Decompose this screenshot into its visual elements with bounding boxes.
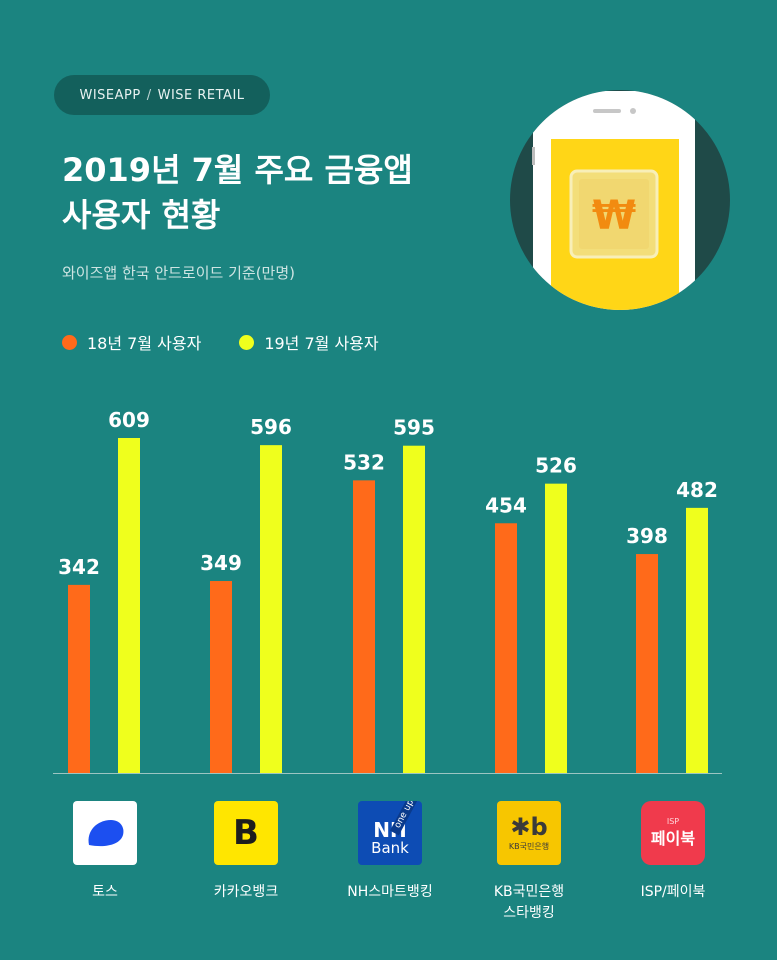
bar-2019-3 xyxy=(545,483,567,773)
kb-logo-sub: KB국민은행 xyxy=(508,842,550,851)
data-label-2019-1: 596 xyxy=(250,415,292,439)
legend-label-2019: 19년 7월 사용자 xyxy=(264,334,379,353)
toss-app-icon xyxy=(73,801,137,865)
app-label-nh: NH스마트뱅킹 xyxy=(347,884,433,900)
legend-label-2018: 18년 7월 사용자 xyxy=(87,334,202,353)
bar-2018-3 xyxy=(495,523,517,773)
brand-wiseretail: WISE RETAIL xyxy=(157,87,245,103)
legend-dot-2018 xyxy=(62,334,77,350)
isp-paybook-app-icon: ISP 페이북 xyxy=(641,801,705,865)
bar-2019-1 xyxy=(260,445,282,773)
data-label-2018-0: 342 xyxy=(58,555,100,579)
bar-2018-2 xyxy=(353,480,375,773)
kakaobank-b-glyph: B xyxy=(233,813,259,853)
app-label-isp: ISP/페이북 xyxy=(640,884,706,900)
title-line-1: 2019년 7월 주요 금융앱 xyxy=(62,151,413,189)
data-label-2019-2: 595 xyxy=(393,416,435,440)
kakaobank-app-icon: B xyxy=(214,801,278,865)
app-label-kakaobank: 카카오뱅크 xyxy=(213,884,279,900)
app-label-kb: KB국민은행 스타뱅킹 xyxy=(493,884,565,921)
data-label-2018-4: 398 xyxy=(626,524,668,548)
bar-2018-0 xyxy=(68,584,90,773)
bar-2019-4 xyxy=(686,507,708,773)
title-line-2: 사용자 현황 xyxy=(62,196,221,234)
phone-camera xyxy=(630,108,636,114)
data-label-2018-3: 454 xyxy=(485,493,527,517)
phone-speaker xyxy=(593,109,621,113)
chart-legend: 18년 7월 사용자 19년 7월 사용자 xyxy=(62,330,417,354)
nh-logo-line2: Bank xyxy=(371,838,409,857)
page-subtitle: 와이즈앱 한국 안드로이드 기준(만명) xyxy=(62,264,296,282)
brand-wiseapp: WISEAPP xyxy=(79,87,141,103)
bar-2018-1 xyxy=(210,581,232,773)
data-label-2018-1: 349 xyxy=(200,551,242,575)
legend-item-2018: 18년 7월 사용자 xyxy=(62,330,201,354)
data-label-2019-4: 482 xyxy=(676,478,718,502)
kb-star-logo-icon: ✱b xyxy=(510,813,548,841)
isp-logo-main: 페이북 xyxy=(650,829,696,848)
data-label-2018-2: 532 xyxy=(343,450,385,474)
app-label-toss: 토스 xyxy=(92,884,118,900)
legend-dot-2019 xyxy=(239,334,255,350)
phone-illustration: ₩ xyxy=(505,85,735,315)
phone-svg: ₩ xyxy=(510,90,730,310)
bar-2019-2 xyxy=(403,445,425,773)
data-label-2019-3: 526 xyxy=(535,454,577,478)
nh-bank-app-icon: one up NH Bank xyxy=(358,801,422,865)
kb-star-banking-app-icon: ✱b KB국민은행 xyxy=(497,801,561,865)
brand-separator: / xyxy=(146,87,152,103)
data-label-2019-0: 609 xyxy=(108,408,150,432)
isp-logo-top: ISP xyxy=(666,817,680,826)
bar-2018-4 xyxy=(636,554,658,773)
won-currency-icon: ₩ xyxy=(592,193,636,239)
legend-item-2019: 19년 7월 사용자 xyxy=(239,330,379,354)
brand-badge: WISEAPP / WISE RETAIL xyxy=(54,75,270,115)
page-title: 2019년 7월 주요 금융앱 사용자 현황 xyxy=(62,148,413,238)
bar-2019-0 xyxy=(118,438,140,773)
